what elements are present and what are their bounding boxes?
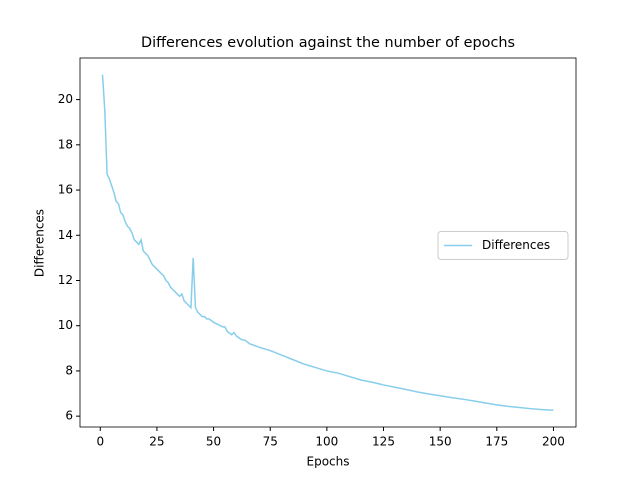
x-tick-label: 150 bbox=[429, 435, 452, 449]
y-tick-label: 6 bbox=[65, 409, 73, 423]
x-tick-label: 175 bbox=[485, 435, 508, 449]
x-tick-label: 25 bbox=[149, 435, 164, 449]
x-tick-label: 125 bbox=[372, 435, 395, 449]
y-tick-label: 8 bbox=[65, 363, 73, 377]
y-tick-label: 20 bbox=[58, 92, 73, 106]
y-axis-label: Differences bbox=[33, 209, 47, 277]
legend-box bbox=[437, 231, 569, 260]
chart-title: Differences evolution against the number… bbox=[141, 35, 515, 51]
x-axis-label: Epochs bbox=[307, 455, 350, 469]
y-tick-label: 18 bbox=[58, 137, 73, 151]
y-tick-label: 16 bbox=[58, 183, 73, 197]
x-tick-label: 100 bbox=[315, 435, 338, 449]
legend-label: Differences bbox=[482, 238, 550, 252]
x-tick-label: 75 bbox=[263, 435, 278, 449]
plot-frame bbox=[79, 57, 577, 428]
y-tick-label: 14 bbox=[58, 228, 73, 242]
line bbox=[101, 74, 554, 412]
x-tick-label: 200 bbox=[542, 435, 565, 449]
x-tick-label: 50 bbox=[206, 435, 221, 449]
y-tick-label: 10 bbox=[58, 318, 73, 332]
x-tick-label: 0 bbox=[96, 435, 104, 449]
y-tick-label: 12 bbox=[58, 273, 73, 287]
